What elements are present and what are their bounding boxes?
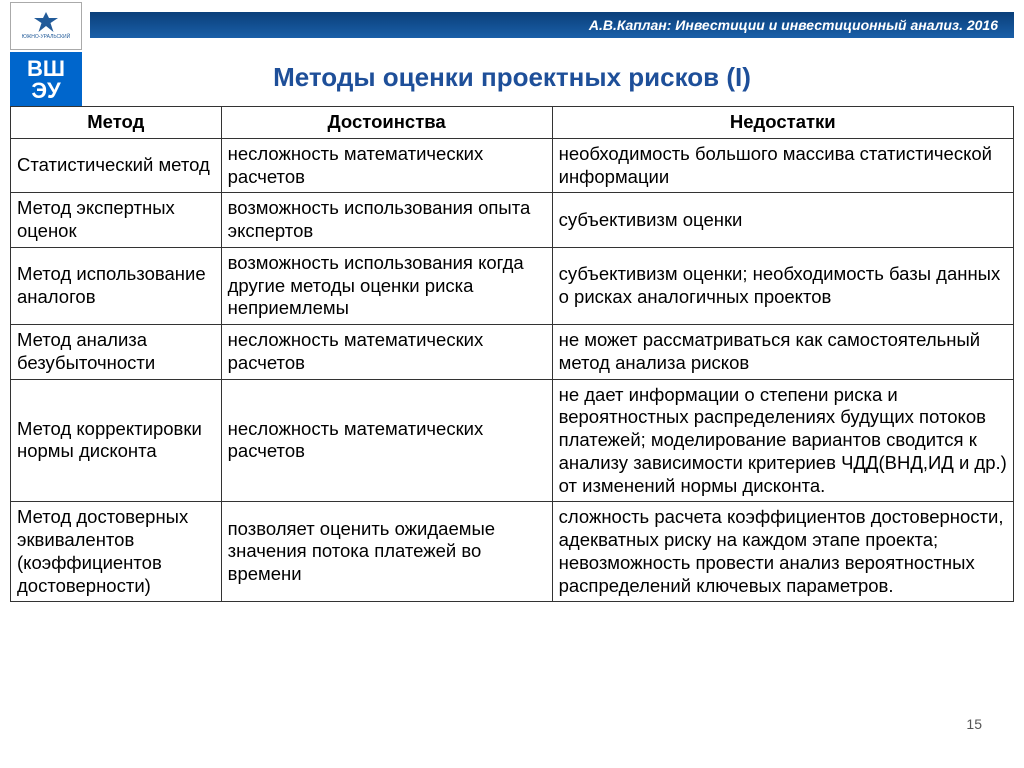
cell-method: Метод экспертных оценок [11, 193, 222, 248]
table-row: Метод анализа безубыточности несложность… [11, 325, 1014, 380]
cell-dis: субъективизм оценки [552, 193, 1013, 248]
table-row: Метод корректировки нормы дисконта несло… [11, 379, 1014, 502]
page-title: Методы оценки проектных рисков (I) [0, 62, 1024, 93]
cell-adv: несложность математических расчетов [221, 138, 552, 193]
col-header-dis: Недостатки [552, 107, 1013, 139]
table-row: Метод экспертных оценок возможность испо… [11, 193, 1014, 248]
table-row: Статистический метод несложность математ… [11, 138, 1014, 193]
logo-top: ЮЖНО-УРАЛЬСКИЙ [10, 2, 82, 50]
logo-top-text: ЮЖНО-УРАЛЬСКИЙ [22, 34, 71, 40]
cell-dis: не может рассматриваться как самостоятел… [552, 325, 1013, 380]
cell-adv: возможность использования когда другие м… [221, 247, 552, 324]
cell-adv: возможность использования опыта эксперто… [221, 193, 552, 248]
university-tower-icon [31, 12, 61, 32]
methods-table: Метод Достоинства Недостатки Статистичес… [10, 106, 1014, 602]
cell-method: Метод анализа безубыточности [11, 325, 222, 380]
cell-method: Метод достоверных эквивалентов (коэффици… [11, 502, 222, 602]
col-header-method: Метод [11, 107, 222, 139]
cell-dis: не дает информации о степени риска и вер… [552, 379, 1013, 502]
cell-adv: несложность математических расчетов [221, 379, 552, 502]
table-header-row: Метод Достоинства Недостатки [11, 107, 1014, 139]
table-row: Метод использование аналогов возможность… [11, 247, 1014, 324]
page-number: 15 [966, 716, 982, 732]
cell-dis: субъективизм оценки; необходимость базы … [552, 247, 1013, 324]
cell-method: Метод корректировки нормы дисконта [11, 379, 222, 502]
cell-method: Метод использование аналогов [11, 247, 222, 324]
table-row: Метод достоверных эквивалентов (коэффици… [11, 502, 1014, 602]
cell-adv: несложность математических расчетов [221, 325, 552, 380]
cell-adv: позволяет оценить ожидаемые значения пот… [221, 502, 552, 602]
cell-dis: сложность расчета коэффициентов достовер… [552, 502, 1013, 602]
header-bar: А.В.Каплан: Инвестиции и инвестиционный … [90, 12, 1014, 38]
cell-method: Статистический метод [11, 138, 222, 193]
col-header-adv: Достоинства [221, 107, 552, 139]
header-text: А.В.Каплан: Инвестиции и инвестиционный … [589, 17, 998, 33]
cell-dis: необходимость большого массива статистич… [552, 138, 1013, 193]
